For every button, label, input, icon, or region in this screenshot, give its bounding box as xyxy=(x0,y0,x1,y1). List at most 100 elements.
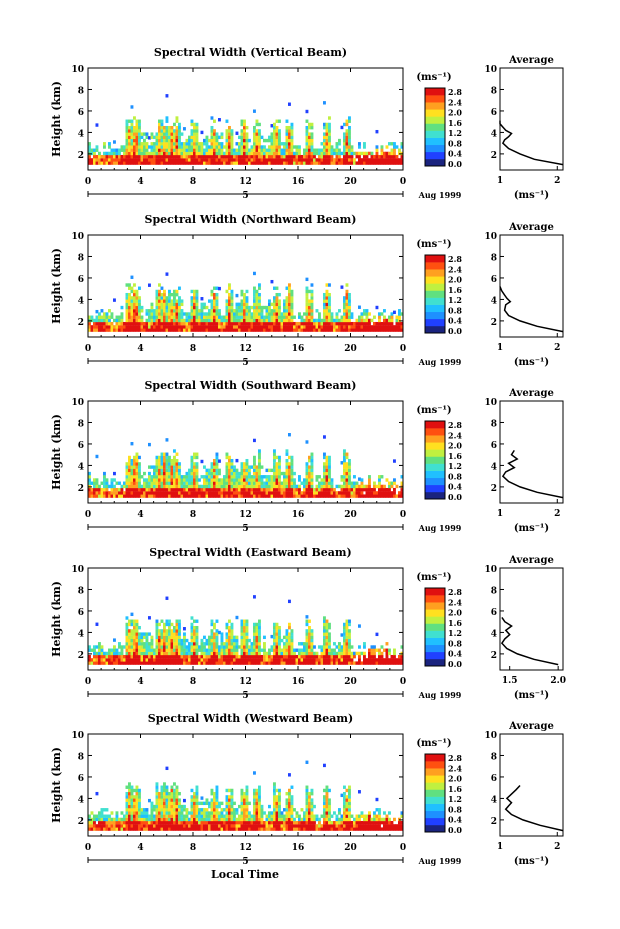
y-tick-label: 2 xyxy=(78,151,84,161)
colorbar-tick-label: 1.2 xyxy=(448,794,462,804)
profile-y-tick-label: 6 xyxy=(491,441,497,451)
x-tick-label: 4 xyxy=(137,843,143,853)
colorbar-tick-label: 0.0 xyxy=(448,326,462,336)
y-tick-label: 6 xyxy=(78,275,84,285)
day-label: 5 xyxy=(242,191,248,201)
profile-y-tick-label: 10 xyxy=(484,65,497,75)
profile-x-tick-label: 2 xyxy=(554,176,560,186)
heatmap-cells xyxy=(88,595,404,665)
day-label: 5 xyxy=(242,857,248,867)
colorbar-tick-label: 2.4 xyxy=(448,264,462,274)
panel-title: Spectral Width (Northward Beam) xyxy=(145,213,357,226)
profile-y-tick-label: 6 xyxy=(491,108,497,118)
colorbar-tick-label: 2.0 xyxy=(448,108,462,118)
panel-title: Spectral Width (Westward Beam) xyxy=(148,712,353,725)
profile-x-tick-label: 2.0 xyxy=(550,676,566,686)
profile-x-label: (ms⁻¹) xyxy=(514,523,549,534)
y-tick-label: 4 xyxy=(78,795,84,805)
colorbar xyxy=(424,753,446,833)
profile-y-tick-label: 4 xyxy=(491,795,497,805)
colorbar-tick-label: 0.4 xyxy=(448,316,462,326)
x-tick-label: 16 xyxy=(292,510,305,520)
profile-x-tick-label: 1.5 xyxy=(502,676,518,686)
colorbar-tick-label: 0.8 xyxy=(448,138,462,148)
profile-line xyxy=(504,784,564,832)
profile-title: Average xyxy=(508,222,554,233)
heatmap-cells xyxy=(88,94,404,165)
colorbar-tick-label: 2.8 xyxy=(448,753,462,763)
date-label: Aug 1999 xyxy=(418,357,462,367)
colorbar-tick-label: 0.4 xyxy=(448,815,462,825)
colorbar-tick-label: 2.0 xyxy=(448,275,462,285)
x-tick-label: 0 xyxy=(85,344,91,354)
heatmap-cells xyxy=(88,433,404,498)
y-tick-label: 10 xyxy=(71,65,84,75)
x-tick-label: 16 xyxy=(292,843,305,853)
x-tick-label: 20 xyxy=(344,677,357,687)
profile-y-tick-label: 6 xyxy=(491,608,497,618)
y-tick-label: 2 xyxy=(78,318,84,328)
x-tick-label: 12 xyxy=(239,177,252,187)
profile-y-tick-label: 10 xyxy=(484,565,497,575)
y-axis-label: Height (km) xyxy=(50,747,63,823)
x-tick-label: 0 xyxy=(400,510,406,520)
y-tick-label: 4 xyxy=(78,462,84,472)
colorbar-tick-label: 0.8 xyxy=(448,638,462,648)
x-tick-label: 12 xyxy=(239,510,252,520)
day-label: 5 xyxy=(242,524,248,534)
x-tick-label: 20 xyxy=(344,843,357,853)
x-tick-label: 0 xyxy=(400,677,406,687)
panel-4: Spectral Width (Eastward Beam) 2 4 6 8 10 0 4 8 1… xyxy=(50,546,566,701)
panel-title: Spectral Width (Eastward Beam) xyxy=(149,546,351,559)
colorbar-tick-label: 0.8 xyxy=(448,471,462,481)
colorbar-tick-label: 1.2 xyxy=(448,128,462,138)
profile-x-tick-label: 1 xyxy=(497,176,503,186)
colorbar-tick-label: 2.0 xyxy=(448,441,462,451)
colorbar-tick-label: 0.8 xyxy=(448,804,462,814)
day-label: 5 xyxy=(242,358,248,368)
profile-x-tick-label: 1 xyxy=(497,509,503,519)
colorbar-tick-label: 2.4 xyxy=(448,430,462,440)
colorbar-unit: (ms⁻¹) xyxy=(416,239,451,250)
profile-y-tick-label: 2 xyxy=(491,151,497,161)
x-tick-label: 20 xyxy=(344,510,357,520)
colorbar-tick-label: 1.6 xyxy=(448,451,462,461)
profile-frame xyxy=(499,67,564,171)
colorbar-tick-label: 1.2 xyxy=(448,461,462,471)
profile-y-tick-label: 8 xyxy=(491,86,497,96)
profile-y-tick-label: 8 xyxy=(491,253,497,263)
colorbar-tick-label: 0.4 xyxy=(448,149,462,159)
x-tick-label: 8 xyxy=(190,677,196,687)
colorbar-tick-label: 1.2 xyxy=(448,295,462,305)
colorbar-unit: (ms⁻¹) xyxy=(416,72,451,83)
profile-line xyxy=(501,449,564,499)
profile-y-tick-label: 10 xyxy=(484,731,497,741)
x-tick-label: 4 xyxy=(137,677,143,687)
colorbar-tick-label: 0.0 xyxy=(448,159,462,169)
x-tick-label: 8 xyxy=(190,177,196,187)
day-label: 5 xyxy=(242,691,248,701)
profile-line xyxy=(499,286,564,333)
x-tick-label: 16 xyxy=(292,677,305,687)
heatmap-cells xyxy=(88,760,404,831)
colorbar xyxy=(424,254,446,334)
colorbar-unit: (ms⁻¹) xyxy=(416,572,451,583)
x-tick-label: 12 xyxy=(239,344,252,354)
profile-x-label: (ms⁻¹) xyxy=(514,856,549,867)
x-tick-label: 8 xyxy=(190,843,196,853)
x-tick-label: 0 xyxy=(85,677,91,687)
profile-x-tick-label: 2 xyxy=(554,343,560,353)
colorbar-tick-label: 1.6 xyxy=(448,618,462,628)
y-tick-label: 8 xyxy=(78,86,84,96)
colorbar-unit: (ms⁻¹) xyxy=(416,738,451,749)
panel-title: Spectral Width (Vertical Beam) xyxy=(154,46,347,59)
profile-y-tick-label: 4 xyxy=(491,296,497,306)
profile-x-tick-label: 2 xyxy=(554,842,560,852)
colorbar-tick-label: 2.4 xyxy=(448,597,462,607)
colorbar-tick-label: 1.2 xyxy=(448,628,462,638)
profile-y-tick-label: 8 xyxy=(491,752,497,762)
colorbar-tick-label: 0.0 xyxy=(448,492,462,502)
profile-y-tick-label: 6 xyxy=(491,275,497,285)
y-tick-label: 6 xyxy=(78,608,84,618)
